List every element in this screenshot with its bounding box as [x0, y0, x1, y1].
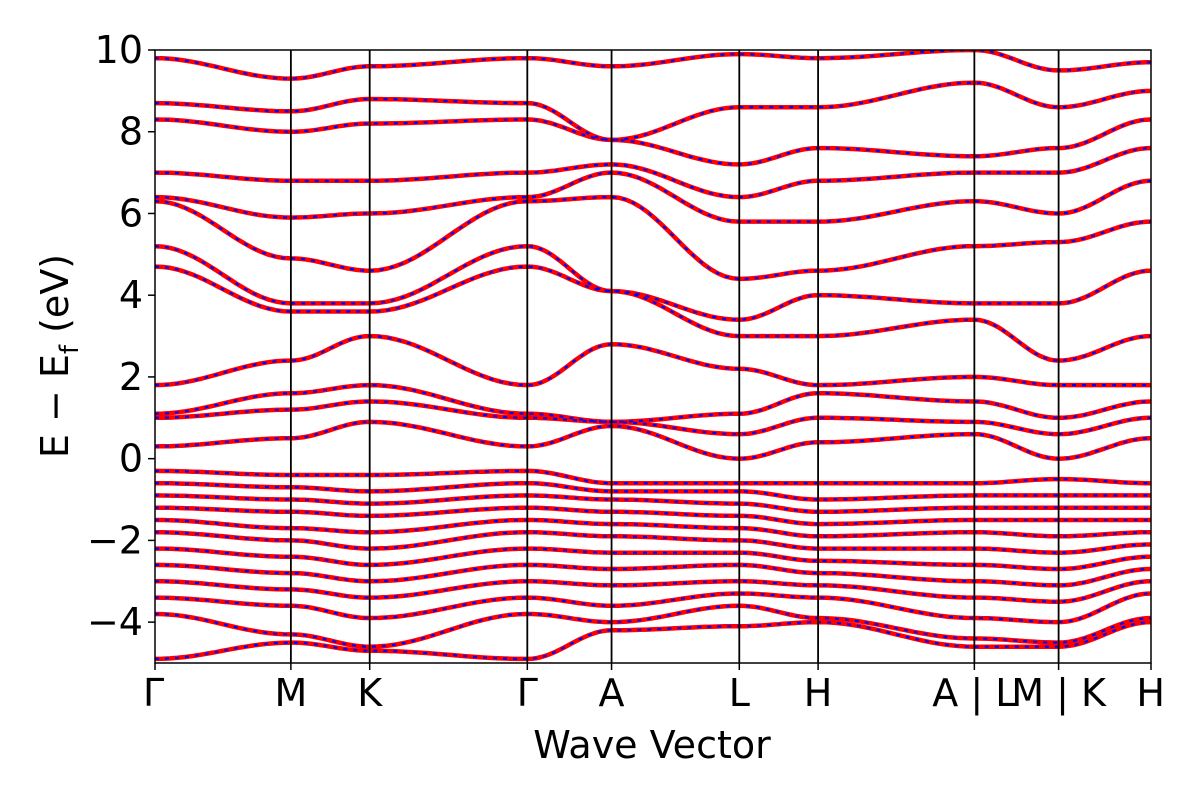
band-line-dashed-19: [155, 171, 1151, 223]
y-tick-label: 8: [119, 110, 143, 154]
x-tick-label: M: [274, 671, 307, 715]
y-tick-label: 10: [95, 28, 143, 72]
band-line-dashed-10: [155, 482, 1151, 501]
x-tick-label: H: [1136, 671, 1165, 715]
band-line-dashed-20: [155, 147, 1151, 199]
y-tick-label: −2: [87, 518, 143, 562]
band-line-16: [155, 264, 1151, 363]
x-tick-label: Γ: [517, 671, 538, 715]
band-line-18: [155, 194, 1151, 282]
band-line-dashed-21: [155, 118, 1151, 166]
x-tick-label: H: [804, 671, 833, 715]
band-line-21: [155, 117, 1151, 167]
band-line-dashed-7: [155, 518, 1151, 538]
y-tick-label: 0: [119, 437, 143, 481]
band-line-dashed-13: [155, 400, 1151, 436]
band-line-11: [155, 468, 1151, 486]
band-line-10: [155, 480, 1151, 502]
band-line-23: [155, 50, 1151, 81]
band-line-dashed-6: [155, 531, 1151, 554]
band-line-15: [155, 333, 1151, 388]
band-line-dashed-11: [155, 469, 1151, 485]
band-line-dashed-5: [155, 547, 1151, 571]
bands-layer: [155, 50, 1151, 662]
x-axis-title: Wave Vector: [533, 723, 771, 767]
band-line-dashed-18: [155, 195, 1151, 281]
y-axis-title-unit: (eV): [33, 254, 77, 345]
band-line-dashed-3: [155, 580, 1151, 603]
band-line-dashed-8: [155, 506, 1151, 526]
band-line-14: [155, 382, 1151, 425]
x-tick-label: M | K: [1011, 671, 1107, 716]
band-line-dashed-17: [155, 245, 1151, 321]
x-tick-label: A: [599, 671, 625, 715]
x-tick-label: A | L: [932, 671, 1016, 716]
x-axis-ticks: Γ M K Γ A L H A | LM | K H: [143, 663, 1165, 716]
y-axis-ticks: −4 −2 0 2 4 6 8 10: [87, 28, 155, 644]
band-line-dashed-4: [155, 563, 1151, 587]
band-line-dashed-9: [155, 494, 1151, 513]
band-line-9: [155, 493, 1151, 515]
band-line-7: [155, 517, 1151, 539]
band-line-1: [155, 603, 1151, 649]
y-tick-label: 6: [119, 191, 143, 235]
band-line-2: [155, 591, 1151, 625]
x-tick-label: L: [729, 671, 750, 715]
band-line-dashed-12: [155, 420, 1151, 460]
y-axis-title: E − Ef (eV): [33, 254, 85, 458]
y-tick-label: 2: [119, 355, 143, 399]
band-line-dashed-23: [155, 50, 1151, 80]
y-axis-title-sub: f: [55, 344, 85, 354]
y-tick-label: −4: [87, 600, 143, 644]
band-line-dashed-1: [155, 604, 1151, 648]
band-line-dashed-14: [155, 383, 1151, 424]
plot-frame: [154, 49, 1152, 664]
x-tick-label: Γ: [143, 671, 164, 715]
band-line-8: [155, 505, 1151, 527]
band-line-dashed-15: [155, 334, 1151, 387]
high-symmetry-lines: [289, 50, 1060, 663]
band-line-dashed-0: [155, 620, 1151, 660]
y-tick-label: 4: [119, 273, 143, 317]
band-line-dashed-22: [155, 81, 1151, 142]
x-tick-label: K: [357, 671, 383, 715]
y-axis-title-main: E − E: [33, 354, 77, 458]
